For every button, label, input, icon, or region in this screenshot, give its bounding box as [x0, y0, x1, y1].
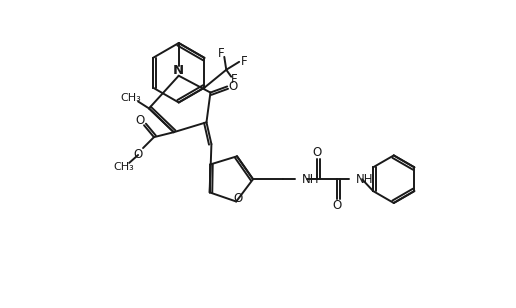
Text: O: O — [134, 148, 143, 161]
Text: O: O — [333, 200, 342, 213]
Text: O: O — [313, 146, 322, 159]
Text: CH₃: CH₃ — [114, 162, 135, 172]
Text: F: F — [241, 55, 247, 68]
Text: F: F — [231, 73, 237, 86]
Text: N: N — [173, 64, 184, 77]
Text: CH₃: CH₃ — [121, 92, 141, 103]
Text: O: O — [229, 80, 238, 93]
Text: NH: NH — [356, 173, 374, 186]
Text: F: F — [218, 47, 224, 60]
Text: NH: NH — [301, 173, 319, 186]
Text: O: O — [135, 114, 144, 127]
Text: O: O — [234, 192, 243, 205]
